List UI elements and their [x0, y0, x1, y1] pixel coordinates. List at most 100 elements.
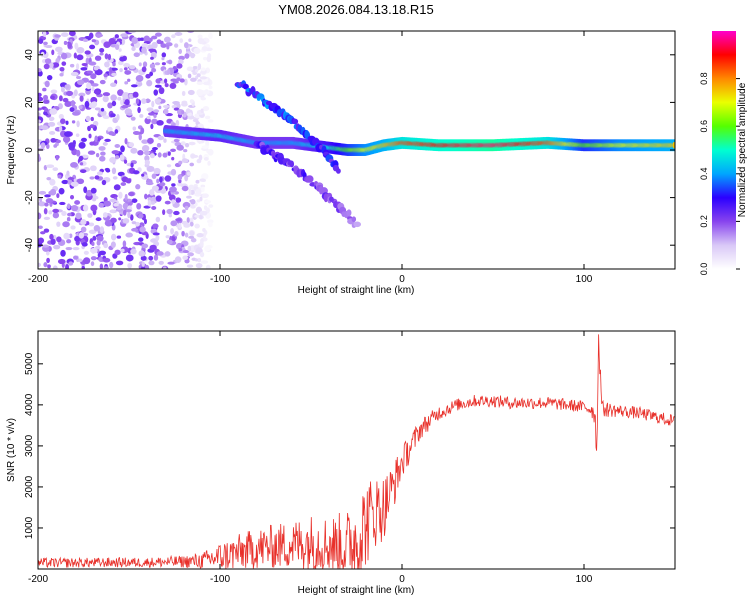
noise-blob [132, 170, 140, 175]
noise-blob [173, 210, 180, 216]
noise-blob [200, 184, 206, 188]
noise-blob [51, 49, 55, 56]
noise-blob [178, 248, 183, 252]
noise-blob [95, 33, 104, 38]
noise-blob [157, 152, 162, 158]
noise-blob [153, 114, 157, 118]
noise-blob [91, 86, 95, 92]
noise-blob [162, 104, 170, 109]
noise-blob [204, 199, 212, 204]
noise-blob [206, 219, 214, 224]
noise-blob [125, 178, 132, 184]
noise-blob [202, 105, 210, 112]
noise-blob [102, 212, 108, 218]
noise-blob [163, 36, 171, 43]
noise-blob [197, 140, 205, 144]
noise-blob [64, 100, 72, 108]
noise-blob [110, 209, 115, 213]
noise-blob [64, 131, 72, 137]
noise-blob [59, 201, 66, 206]
lower-doppler-branch-blob [351, 216, 357, 223]
spectrogram-y-tick-label: 0 [24, 147, 35, 153]
colorbar-ticks: 0.0 0.2 0.4 0.6 0.8 [699, 72, 740, 275]
noise-blob [175, 119, 180, 127]
noise-blob [175, 197, 182, 203]
colorbar-tick-label: 0.2 [699, 215, 709, 228]
snr-x-label: Height of straight line (km) [298, 585, 415, 596]
noise-blob [88, 61, 97, 66]
noise-blob [100, 107, 105, 112]
noise-blob [90, 116, 94, 122]
colorbar: 0.0 0.2 0.4 0.6 0.8 Normalized spectral ampl… [699, 31, 748, 275]
upper-doppler-branch-blob [292, 118, 299, 125]
noise-blob [153, 89, 159, 96]
noise-blob [160, 43, 167, 48]
noise-blob [43, 41, 48, 46]
noise-blob [62, 97, 69, 103]
noise-blob [66, 203, 71, 210]
noise-blob [65, 90, 74, 97]
noise-blob [38, 143, 41, 147]
noise-blob [38, 92, 42, 97]
noise-blob [81, 62, 88, 67]
noise-blob [133, 52, 140, 58]
noise-blob [116, 114, 120, 121]
noise-blob [58, 125, 63, 132]
noise-blob [81, 137, 87, 142]
snr-y-ticks: 1000 2000 3000 4000 5000 [24, 352, 675, 539]
noise-blob [194, 258, 198, 262]
noise-blob [79, 169, 87, 174]
noise-blob [178, 179, 182, 184]
noise-blob [205, 264, 211, 269]
noise-blob [100, 151, 106, 156]
noise-blob [54, 34, 61, 38]
colorbar-tick-label: 0.6 [699, 120, 709, 133]
noise-blob [74, 235, 80, 242]
noise-blob [66, 170, 70, 176]
noise-blob [132, 126, 137, 131]
noise-blob [65, 120, 69, 125]
noise-blob [193, 47, 201, 55]
snr-background [38, 331, 675, 569]
noise-blob [173, 107, 180, 111]
noise-blob [40, 231, 46, 235]
spectrogram-y-label: Frequency (Hz) [6, 116, 17, 185]
noise-blob [154, 32, 162, 37]
noise-blob [90, 187, 97, 194]
noise-blob [95, 153, 100, 158]
noise-blob [124, 81, 129, 85]
snr-x-tick-label: -200 [28, 574, 48, 585]
noise-blob [143, 35, 151, 43]
noise-blob [43, 262, 48, 268]
noise-blob [201, 193, 209, 198]
noise-blob [202, 227, 206, 232]
noise-blob [146, 79, 153, 87]
noise-blob [201, 90, 210, 95]
noise-blob [121, 105, 129, 109]
noise-blob [141, 43, 149, 49]
noise-blob [103, 266, 109, 269]
snr-frame [37, 330, 676, 570]
noise-blob [71, 120, 76, 124]
noise-blob [200, 96, 207, 101]
noise-blob [146, 107, 154, 112]
noise-blob [153, 254, 159, 261]
noise-blob [201, 186, 205, 193]
noise-blob [162, 266, 167, 269]
noise-blob [91, 241, 95, 247]
noise-blob [130, 84, 138, 88]
noise-blob [176, 144, 184, 151]
noise-blob [114, 144, 121, 148]
noise-blob [68, 142, 76, 149]
noise-blob [155, 78, 162, 84]
noise-blob [122, 92, 130, 99]
noise-blob [44, 44, 53, 49]
noise-blob [50, 89, 58, 94]
snr-y-tick-label: 4000 [24, 393, 35, 416]
noise-blob [127, 262, 133, 269]
spectrogram-y-tick-label: -40 [24, 238, 35, 253]
noise-blob [72, 247, 80, 251]
noise-blob [181, 220, 188, 225]
noise-blob [128, 142, 135, 148]
noise-blob [175, 218, 182, 222]
